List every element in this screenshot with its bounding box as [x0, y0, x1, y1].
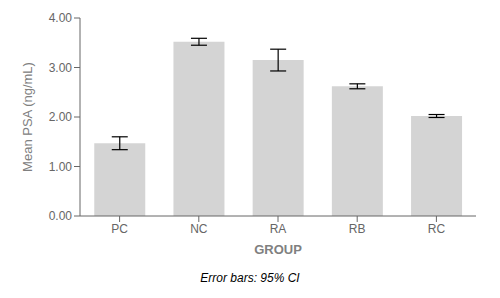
svg-text:RA: RA	[270, 222, 287, 236]
svg-text:NC: NC	[190, 222, 208, 236]
svg-text:2.00: 2.00	[49, 110, 73, 124]
svg-text:0.00: 0.00	[49, 209, 73, 223]
svg-text:PC: PC	[111, 222, 128, 236]
svg-text:4.00: 4.00	[49, 11, 73, 25]
svg-text:GROUP: GROUP	[254, 242, 302, 257]
svg-text:RC: RC	[428, 222, 446, 236]
svg-text:RB: RB	[349, 222, 366, 236]
svg-text:3.00: 3.00	[49, 61, 73, 75]
svg-text:1.00: 1.00	[49, 160, 73, 174]
html-text:Error bars: 95% CI: Error bars: 95% CI	[200, 271, 300, 285]
svg-text:Mean PSA (ng/mL): Mean PSA (ng/mL)	[20, 62, 35, 172]
